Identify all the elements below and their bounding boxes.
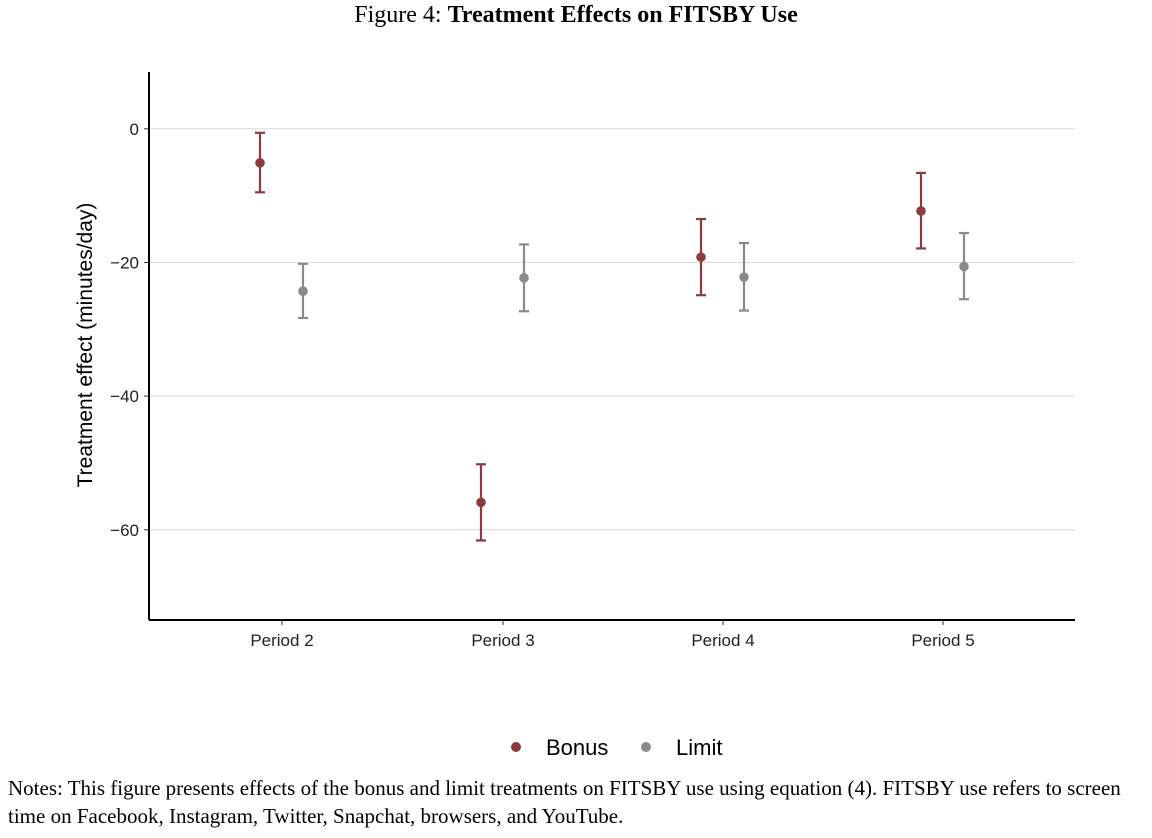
point-limit xyxy=(739,272,749,282)
x-tick-label: Period 4 xyxy=(691,631,754,650)
legend-marker-bonus xyxy=(511,742,521,752)
legend-marker-limit xyxy=(641,742,651,752)
legend-label-limit: Limit xyxy=(676,735,722,760)
point-bonus xyxy=(916,206,926,216)
point-bonus xyxy=(255,158,265,168)
point-bonus xyxy=(476,497,486,508)
y-tick-label: −60 xyxy=(110,521,139,540)
point-bonus xyxy=(696,252,706,262)
point-limit xyxy=(519,273,529,283)
x-tick-label: Period 2 xyxy=(250,631,313,650)
figure-title-text: Treatment Effects on FITSBY Use xyxy=(447,2,798,28)
x-tick-label: Period 3 xyxy=(471,631,534,650)
figure-notes: Notes: This figure presents effects of t… xyxy=(8,776,1121,828)
y-axis-label: Treatment effect (minutes/day) xyxy=(74,203,97,488)
legend-label-bonus: Bonus xyxy=(546,735,608,760)
gridlines xyxy=(149,128,1075,531)
point-limit xyxy=(298,286,308,296)
point-limit xyxy=(959,261,969,272)
data-marks xyxy=(255,131,969,542)
figure-title: Figure 4: Treatment Effects on FITSBY Us… xyxy=(0,2,1152,29)
y-tick-label: −20 xyxy=(110,253,139,272)
tick-labels: 0 −20 −40 −60 Period 2 Period 3 Period 4 Period… xyxy=(110,120,975,650)
figure-label: Figure 4: xyxy=(354,2,442,28)
y-tick-label: −40 xyxy=(110,387,139,406)
treatment-effects-chart: 0 −20 −40 −60 Period 2 Period 3 Period 4 Period… xyxy=(74,72,1075,760)
legend: Bonus Limit xyxy=(511,735,722,760)
axes xyxy=(144,72,1075,625)
y-tick-label: 0 xyxy=(130,120,139,139)
x-tick-label: Period 5 xyxy=(911,631,974,650)
